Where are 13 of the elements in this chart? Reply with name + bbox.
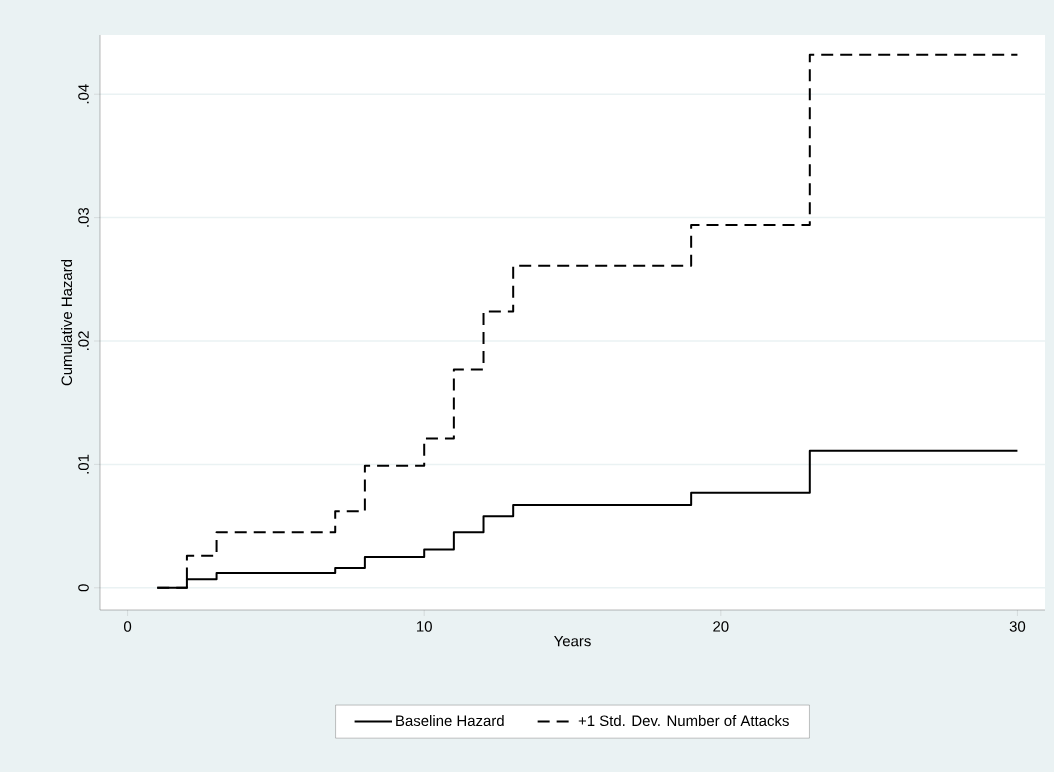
x-tick-label: 10 [417, 621, 432, 632]
legend-label: +1 Std. Dev. Number of Attacks [578, 715, 789, 727]
y-axis-title: Cumulative Hazard [61, 259, 73, 386]
y-tick-label: .03 [78, 207, 89, 227]
x-tick-label: 0 [124, 621, 132, 632]
y-tick-label: 0 [78, 584, 89, 592]
x-tick-label: 20 [713, 621, 729, 632]
y-tick-label: .02 [78, 331, 89, 351]
y-tick-label: .01 [78, 454, 89, 474]
y-tick-label: .04 [78, 84, 89, 104]
x-tick-label: 30 [1009, 621, 1026, 632]
x-axis-title: Years [554, 635, 591, 647]
legend-label: Baseline Hazard [396, 715, 504, 727]
